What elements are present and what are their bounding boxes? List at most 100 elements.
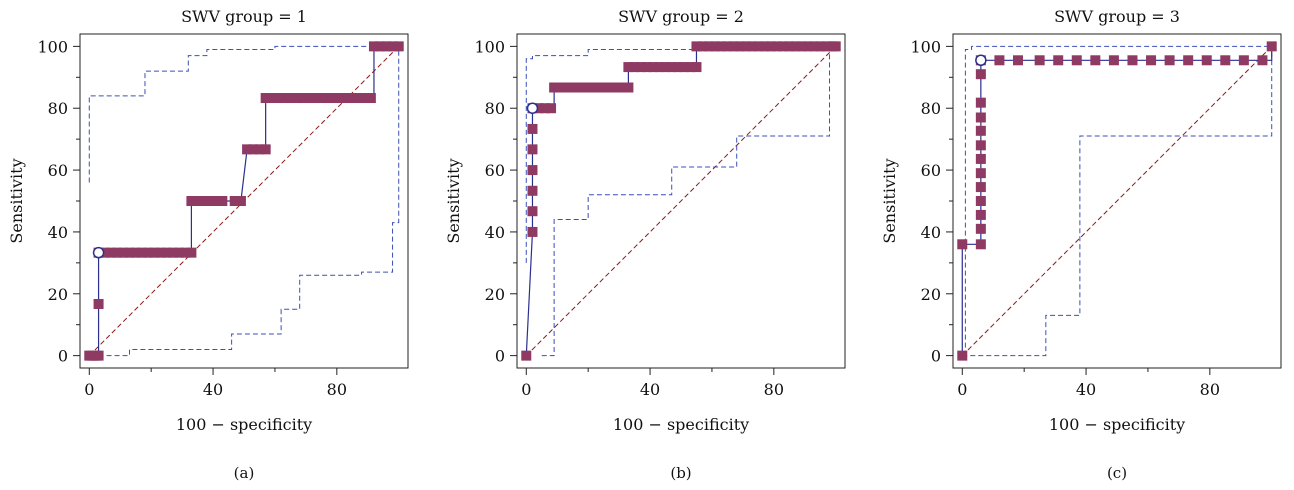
- roc-point-marker: [586, 82, 597, 93]
- roc-point-marker: [654, 62, 665, 73]
- y-tick-label: 0: [931, 347, 941, 366]
- y-tick-label: 80: [921, 99, 941, 118]
- roc-point-marker: [93, 350, 104, 361]
- roc-point-marker: [975, 168, 986, 179]
- roc-point-marker: [1071, 55, 1082, 66]
- roc-point-marker: [266, 93, 277, 104]
- roc-point-marker: [747, 41, 758, 52]
- roc-point-marker: [691, 41, 702, 52]
- roc-point-marker: [561, 82, 572, 93]
- roc-point-marker: [341, 93, 352, 104]
- roc-point-marker: [527, 206, 538, 217]
- roc-point-marker: [796, 41, 807, 52]
- roc-point-marker: [242, 144, 253, 155]
- y-tick-label: 20: [921, 285, 941, 304]
- roc-point-marker: [975, 239, 986, 250]
- roc-point-marker: [790, 41, 801, 52]
- roc-point-marker: [359, 93, 370, 104]
- x-tick-label: 40: [1076, 380, 1096, 399]
- roc-point-marker: [604, 82, 615, 93]
- roc-point-marker: [975, 182, 986, 193]
- x-axis-label: 100 − specificity: [613, 415, 749, 434]
- roc-point-marker: [716, 41, 727, 52]
- roc-point-marker: [679, 62, 690, 73]
- roc-point-marker: [235, 196, 246, 206]
- y-tick-label: 60: [485, 161, 505, 180]
- roc-point-marker: [279, 93, 290, 104]
- y-axis-label: Sensitivity: [444, 158, 463, 243]
- roc-point-marker: [161, 247, 172, 258]
- roc-point-marker: [660, 62, 671, 73]
- roc-point-marker: [136, 247, 147, 258]
- roc-point-marker: [771, 41, 782, 52]
- roc-point-marker: [957, 239, 968, 250]
- y-tick-label: 0: [58, 347, 68, 366]
- roc-point-marker: [1266, 41, 1277, 52]
- roc-point-marker: [778, 41, 789, 52]
- x-tick-label: 80: [764, 380, 784, 399]
- roc-point-marker: [629, 62, 640, 73]
- roc-point-marker: [217, 196, 228, 206]
- optimal-cutoff-point: [526, 102, 539, 114]
- roc-point-marker: [994, 55, 1005, 66]
- roc-point-marker: [527, 185, 538, 196]
- optimal-cutoff-point: [975, 54, 987, 67]
- roc-point-marker: [555, 82, 566, 93]
- y-tick-label: 100: [474, 37, 505, 56]
- roc-point-marker: [527, 226, 538, 237]
- roc-point-marker: [753, 41, 764, 52]
- roc-point-marker: [174, 247, 185, 258]
- roc-point-marker: [975, 125, 986, 136]
- roc-point-marker: [617, 82, 628, 93]
- roc-point-marker: [728, 41, 739, 52]
- roc-point-marker: [765, 41, 776, 52]
- optimal-cutoff-point: [92, 246, 105, 259]
- roc-point-marker: [975, 153, 986, 164]
- roc-point-marker: [303, 93, 314, 104]
- roc-point-marker: [316, 93, 327, 104]
- y-tick-label: 60: [921, 161, 941, 180]
- roc-point-marker: [740, 41, 751, 52]
- roc-point-marker: [273, 93, 284, 104]
- ci-upper-bound: [525, 45, 836, 263]
- y-tick-label: 60: [48, 161, 68, 180]
- roc-point-marker: [821, 41, 832, 52]
- x-tick-label: 0: [84, 380, 94, 399]
- x-tick-label: 80: [1200, 380, 1220, 399]
- panel-label: (b): [670, 464, 691, 482]
- roc-point-marker: [672, 62, 683, 73]
- panel-label: (c): [1107, 464, 1127, 482]
- roc-point-marker: [802, 41, 813, 52]
- roc-point-marker: [546, 103, 557, 114]
- ci-upper-bound: [88, 45, 400, 183]
- roc-point-marker: [975, 112, 986, 123]
- roc-point-marker: [957, 350, 968, 361]
- roc-point-marker: [381, 41, 392, 52]
- y-tick-label: 100: [37, 37, 68, 56]
- panel-label: (a): [234, 464, 255, 482]
- roc-curve: [961, 46, 1273, 356]
- roc-point-marker: [1053, 55, 1064, 66]
- roc-point-marker: [393, 41, 404, 52]
- roc-point-marker: [1183, 55, 1194, 66]
- roc-point-marker: [229, 196, 240, 206]
- y-tick-label: 40: [485, 223, 505, 242]
- roc-point-marker: [260, 93, 271, 104]
- roc-point-marker: [328, 93, 339, 104]
- roc-point-marker: [623, 62, 634, 73]
- y-tick-label: 80: [485, 99, 505, 118]
- roc-point-marker: [975, 223, 986, 234]
- ci-lower-bound: [541, 45, 836, 357]
- ci-upper-bound: [964, 45, 1272, 356]
- y-tick-label: 20: [485, 285, 505, 304]
- roc-point-marker: [285, 93, 296, 104]
- roc-point-marker: [1034, 55, 1045, 66]
- roc-point-marker: [703, 41, 714, 52]
- roc-point-marker: [347, 93, 358, 104]
- roc-point-marker: [368, 41, 379, 52]
- roc-point-marker: [635, 62, 646, 73]
- roc-point-marker: [666, 62, 677, 73]
- roc-point-marker: [759, 41, 770, 52]
- roc-point-marker: [192, 196, 203, 206]
- roc-point-marker: [975, 209, 986, 220]
